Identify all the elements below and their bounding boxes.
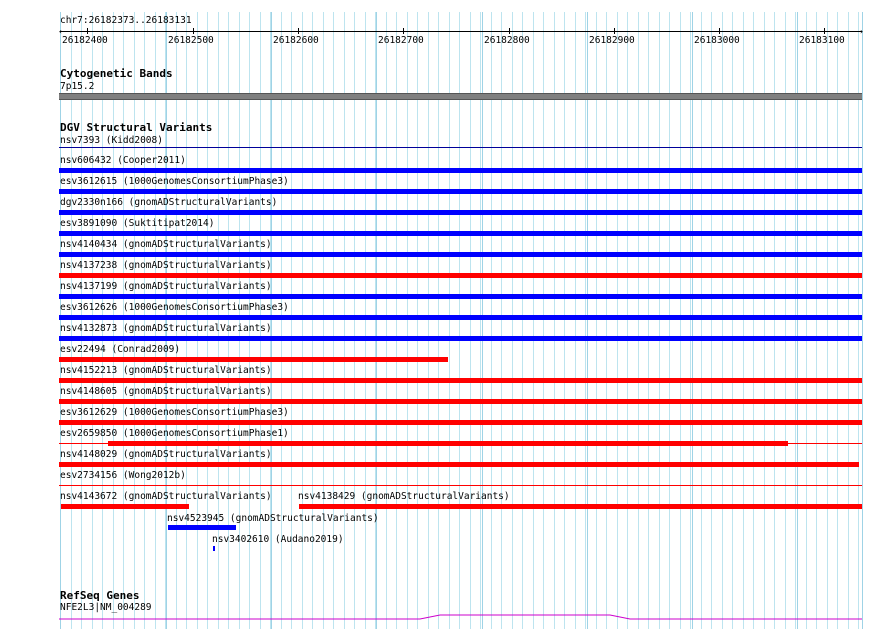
variant-label: nsv606432 (Cooper2011)	[60, 155, 186, 166]
variant-bar[interactable]	[59, 189, 862, 194]
variant-label: nsv4132873 (gnomADStructuralVariants)	[60, 323, 272, 334]
variant-label: nsv4137199 (gnomADStructuralVariants)	[60, 281, 272, 292]
locus-label: chr7:26182373..26183131	[60, 15, 192, 26]
gene-label: NFE2L3|NM_004289	[60, 602, 152, 613]
variant-bar[interactable]	[59, 210, 862, 215]
refseq-track-title: RefSeq Genes	[60, 589, 140, 602]
ruler-tick-mark	[509, 28, 510, 34]
variant-bar[interactable]	[59, 485, 862, 486]
variant-bar-outline	[59, 443, 862, 444]
variant-bar[interactable]	[59, 462, 859, 467]
variant-label: nsv4140434 (gnomADStructuralVariants)	[60, 239, 272, 250]
variant-bar[interactable]	[213, 546, 215, 551]
ruler-tick-label: 26182700	[378, 35, 424, 46]
variant-label: esv22494 (Conrad2009)	[60, 344, 181, 355]
variant-bar[interactable]	[59, 273, 862, 278]
gene-model[interactable]	[0, 610, 890, 629]
variant-bar[interactable]	[59, 231, 862, 236]
ruler-tick-mark	[614, 28, 615, 34]
ruler-left-arrow: ‹	[58, 27, 63, 36]
cytoband-bar[interactable]	[59, 93, 862, 100]
ruler-tick-mark	[824, 28, 825, 34]
variant-label: esv3612629 (1000GenomesConsortiumPhase3)	[60, 407, 289, 418]
variant-label: nsv4148605 (gnomADStructuralVariants)	[60, 386, 272, 397]
variant-bar[interactable]	[59, 294, 862, 299]
variant-label: nsv4137238 (gnomADStructuralVariants)	[60, 260, 272, 271]
variant-label: nsv7393 (Kidd2008)	[60, 135, 163, 146]
variant-bar[interactable]	[59, 378, 862, 383]
ruler-tick-label: 26182900	[589, 35, 635, 46]
cytobands-track-title: Cytogenetic Bands	[60, 67, 173, 80]
ruler-tick-label: 26182500	[168, 35, 214, 46]
cytoband-label: 7p15.2	[60, 81, 95, 92]
variant-label: nsv4152213 (gnomADStructuralVariants)	[60, 365, 272, 376]
variant-label: esv3612615 (1000GenomesConsortiumPhase3)	[60, 176, 289, 187]
variant-bar[interactable]	[59, 336, 862, 341]
ruler-tick-label: 26183000	[694, 35, 740, 46]
variant-bar[interactable]	[59, 147, 862, 148]
variant-label: esv3612626 (1000GenomesConsortiumPhase3)	[60, 302, 289, 313]
ruler-tick-mark	[719, 28, 720, 34]
variant-label: nsv4523945 (gnomADStructuralVariants)	[167, 513, 379, 524]
variant-bar[interactable]	[61, 504, 189, 509]
variant-bar[interactable]	[59, 168, 862, 173]
ruler-tick-label: 26182400	[62, 35, 108, 46]
ruler-tick-mark	[87, 28, 88, 34]
ruler-tick-mark	[403, 28, 404, 34]
variant-bar[interactable]	[168, 525, 236, 530]
variant-bar[interactable]	[59, 420, 862, 425]
variant-label: esv2734156 (Wong2012b)	[60, 470, 186, 481]
variant-label: nsv4143672 (gnomADStructuralVariants)	[60, 491, 272, 502]
ruler-tick-label: 26182600	[273, 35, 319, 46]
variant-label: esv2659850 (1000GenomesConsortiumPhase1)	[60, 428, 289, 439]
ruler-tick-label: 26183100	[799, 35, 845, 46]
ruler-right-arrow: ›	[859, 27, 864, 36]
ruler-tick-mark	[193, 28, 194, 34]
variant-label: dgv2330n166 (gnomADStructuralVariants)	[60, 197, 278, 208]
variant-bar[interactable]	[59, 315, 862, 320]
variant-label: nsv4148029 (gnomADStructuralVariants)	[60, 449, 272, 460]
variant-label: nsv3402610 (Audano2019)	[212, 534, 344, 545]
variant-bar[interactable]	[299, 504, 862, 509]
ruler-tick-mark	[298, 28, 299, 34]
ruler-tick-label: 26182800	[484, 35, 530, 46]
dgv-track-title: DGV Structural Variants	[60, 121, 213, 134]
variant-bar[interactable]	[59, 252, 862, 257]
ruler-line	[60, 31, 862, 32]
variant-label: nsv4138429 (gnomADStructuralVariants)	[298, 491, 510, 502]
variant-bar[interactable]	[59, 399, 862, 404]
variant-label: esv3891090 (Suktitipat2014)	[60, 218, 215, 229]
ruler[interactable]: ‹ ›	[58, 28, 864, 48]
variant-bar[interactable]	[59, 357, 448, 362]
